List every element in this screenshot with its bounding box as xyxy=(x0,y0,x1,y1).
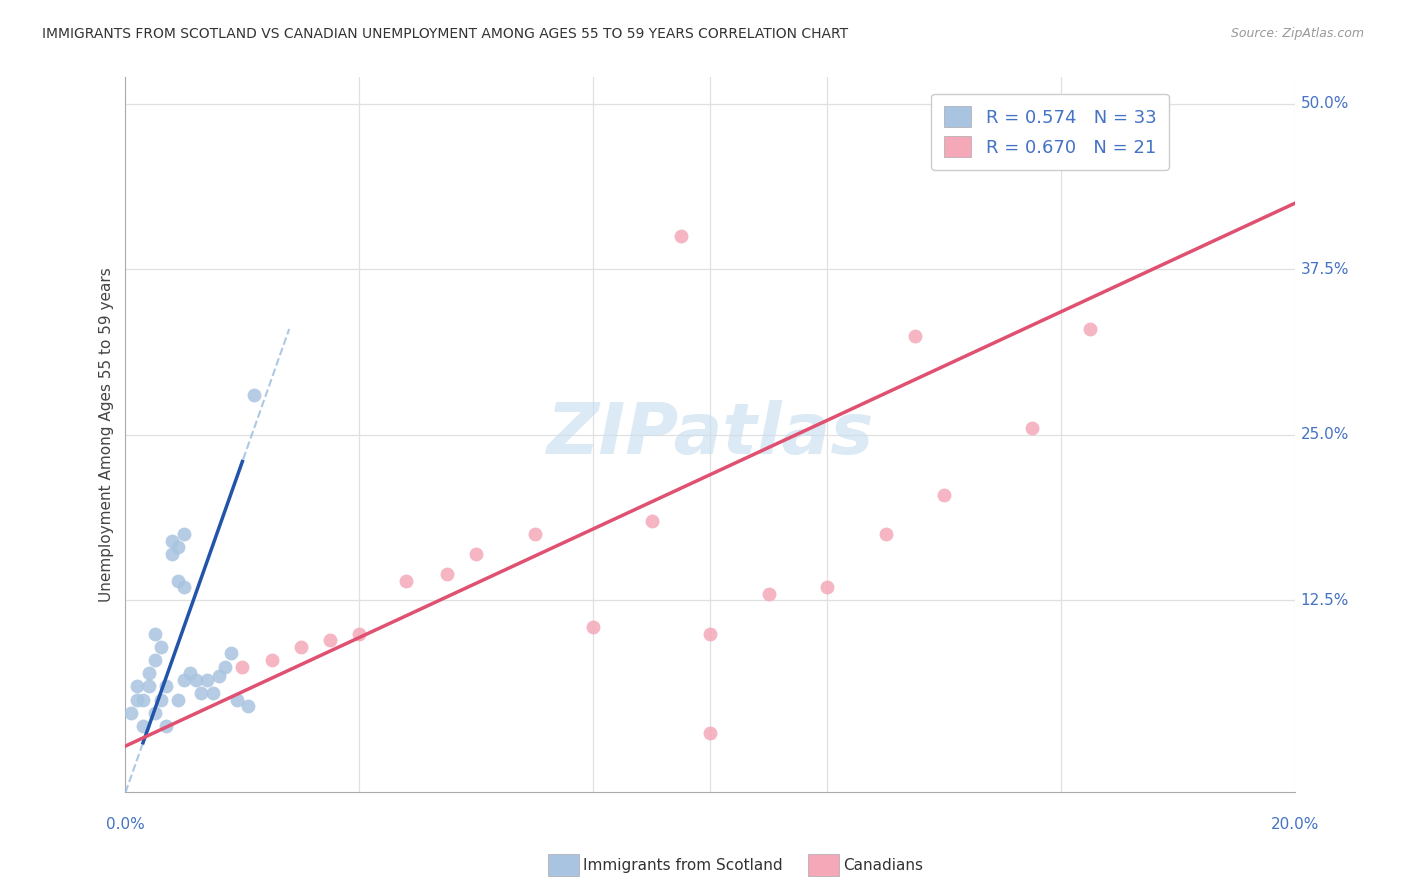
Point xyxy=(155,719,177,733)
Point xyxy=(214,659,236,673)
Point xyxy=(149,640,172,654)
Point xyxy=(238,699,260,714)
Point xyxy=(162,533,184,548)
Point xyxy=(260,653,283,667)
Point xyxy=(120,706,142,720)
Point xyxy=(143,626,166,640)
Point xyxy=(127,692,149,706)
Point xyxy=(815,580,838,594)
Y-axis label: Unemployment Among Ages 55 to 59 years: Unemployment Among Ages 55 to 59 years xyxy=(100,268,114,602)
Text: 25.0%: 25.0% xyxy=(1301,427,1350,442)
Point xyxy=(319,633,342,648)
Point xyxy=(195,673,218,687)
Point xyxy=(231,659,253,673)
Point xyxy=(138,680,160,694)
Point xyxy=(173,527,195,541)
Point xyxy=(138,666,160,681)
Point xyxy=(173,673,195,687)
Point xyxy=(167,541,190,555)
Point xyxy=(149,692,172,706)
Point xyxy=(179,666,201,681)
Point xyxy=(132,692,155,706)
Text: Canadians: Canadians xyxy=(844,858,924,872)
Point xyxy=(669,229,692,244)
Text: 37.5%: 37.5% xyxy=(1301,262,1350,277)
Point xyxy=(523,527,546,541)
Text: IMMIGRANTS FROM SCOTLAND VS CANADIAN UNEMPLOYMENT AMONG AGES 55 TO 59 YEARS CORR: IMMIGRANTS FROM SCOTLAND VS CANADIAN UNE… xyxy=(42,27,848,41)
Point xyxy=(132,719,155,733)
Point xyxy=(190,686,212,700)
Point xyxy=(155,680,177,694)
Point xyxy=(436,566,458,581)
Point xyxy=(582,620,605,634)
Text: 50.0%: 50.0% xyxy=(1301,96,1350,112)
Text: 20.0%: 20.0% xyxy=(1271,817,1319,832)
Point xyxy=(219,646,242,660)
Point xyxy=(202,686,225,700)
Point xyxy=(143,653,166,667)
Point xyxy=(465,547,488,561)
Point xyxy=(699,626,721,640)
Point xyxy=(699,726,721,740)
Text: Immigrants from Scotland: Immigrants from Scotland xyxy=(583,858,783,872)
Text: ZIPatlas: ZIPatlas xyxy=(547,401,875,469)
Point xyxy=(1078,322,1101,336)
Point xyxy=(904,328,927,343)
Point xyxy=(395,574,418,588)
Point xyxy=(127,680,149,694)
Point xyxy=(208,669,231,683)
Point xyxy=(349,626,371,640)
Point xyxy=(167,692,190,706)
Point xyxy=(143,706,166,720)
Point xyxy=(243,388,266,402)
Point xyxy=(167,574,190,588)
Point xyxy=(184,673,207,687)
Point xyxy=(641,514,664,528)
Point xyxy=(932,487,955,501)
Point xyxy=(225,692,247,706)
Text: 12.5%: 12.5% xyxy=(1301,593,1350,608)
Point xyxy=(875,527,897,541)
Point xyxy=(758,587,780,601)
Point xyxy=(1021,421,1043,435)
Point xyxy=(290,640,312,654)
Legend: R = 0.574   N = 33, R = 0.670   N = 21: R = 0.574 N = 33, R = 0.670 N = 21 xyxy=(931,94,1168,169)
Point xyxy=(162,547,184,561)
Text: Source: ZipAtlas.com: Source: ZipAtlas.com xyxy=(1230,27,1364,40)
Point xyxy=(173,580,195,594)
Text: 0.0%: 0.0% xyxy=(105,817,145,832)
